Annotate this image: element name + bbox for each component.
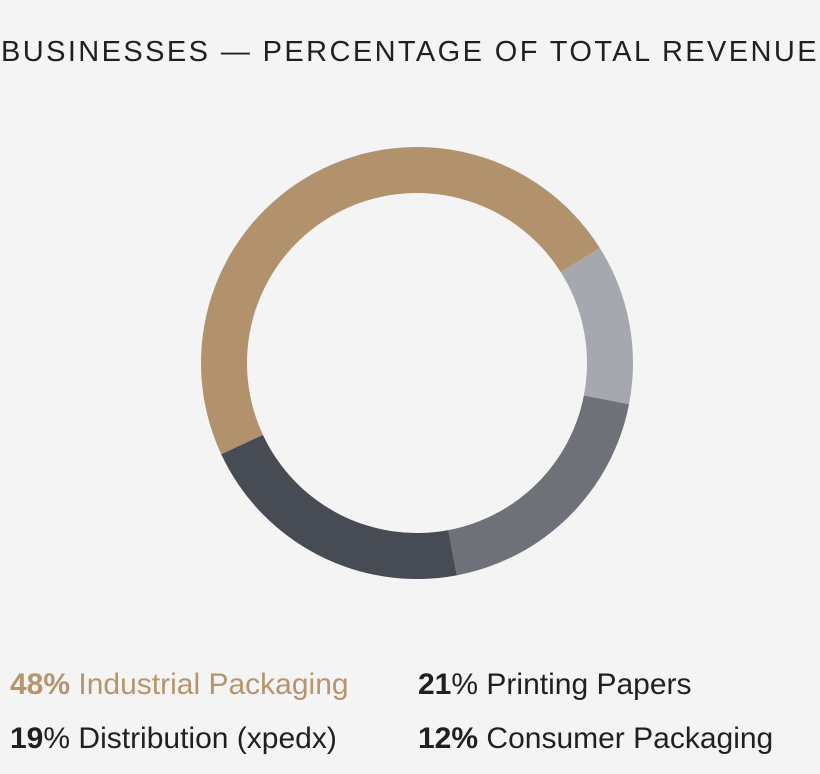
legend-label: Distribution (xpedx) xyxy=(78,722,337,755)
legend-percent-sign: % xyxy=(451,668,479,701)
donut-slice-industrial-packaging xyxy=(200,146,600,455)
donut-slice-printing-papers xyxy=(221,434,457,579)
legend-value: 12 xyxy=(418,722,452,755)
legend-item-industrial-packaging: 48% Industrial Packaging xyxy=(10,668,349,702)
chart-title: BUSINESSES — PERCENTAGE OF TOTAL REVENUE xyxy=(1,36,819,68)
legend-item-printing-papers: 21% Printing Papers xyxy=(418,668,692,702)
legend-value: 21 xyxy=(418,668,452,701)
legend-label: Industrial Packaging xyxy=(78,668,349,701)
donut-slices xyxy=(200,146,633,579)
legend-percent-sign: % xyxy=(43,722,71,755)
donut-slice-distribution-xpedx xyxy=(448,395,630,576)
legend-value: 48 xyxy=(10,668,44,701)
legend-percent-sign: % xyxy=(43,668,71,701)
legend-label: Printing Papers xyxy=(486,668,692,701)
legend-percent-sign: % xyxy=(451,722,479,755)
legend-item-consumer-packaging: 12% Consumer Packaging xyxy=(418,722,773,756)
donut-slice-consumer-packaging xyxy=(560,247,633,405)
legend-label: Consumer Packaging xyxy=(486,722,774,755)
legend-item-distribution: 19% Distribution (xpedx) xyxy=(10,722,337,756)
legend-value: 19 xyxy=(10,722,44,755)
